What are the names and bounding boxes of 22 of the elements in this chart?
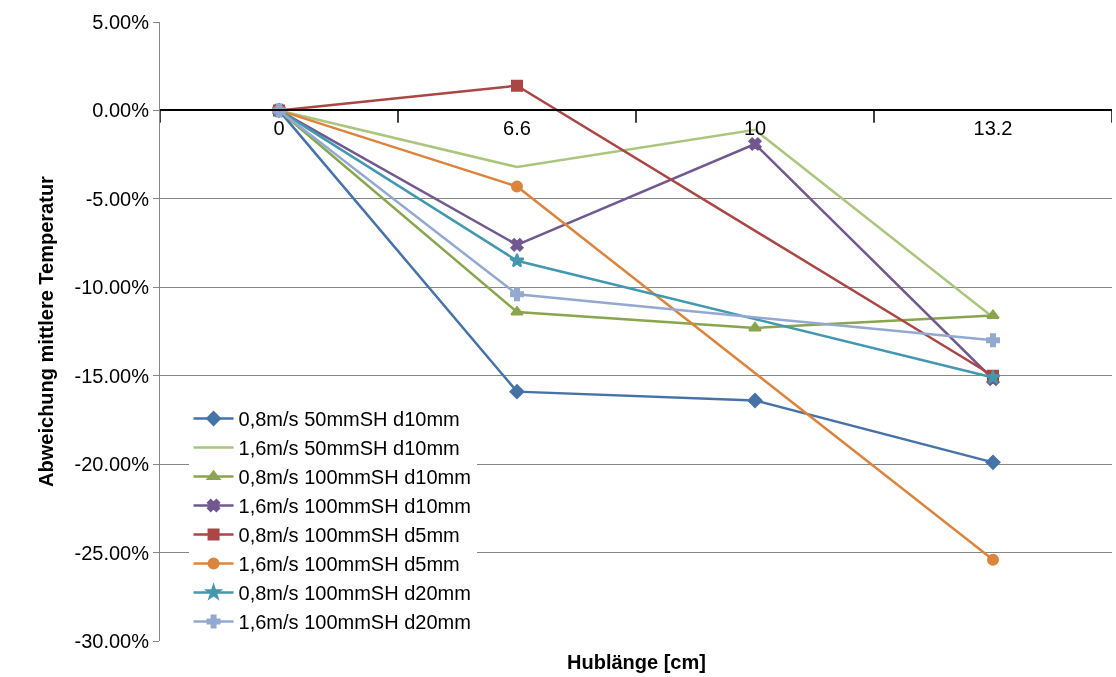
legend-label: 1,6m/s 50mmSH d10mm [238, 437, 460, 460]
y-axis-title: Abweichung mittlere Temperatur [35, 175, 57, 487]
legend-label: 0,8m/s 100mmSH d20mm [238, 582, 471, 605]
legend-label: 1,6m/s 100mmSH d10mm [238, 495, 471, 518]
y-tick-label: -10.00% [74, 276, 150, 299]
legend-label: 0,8m/s 100mmSH d10mm [238, 466, 471, 489]
y-tick-label: -25.00% [74, 541, 150, 564]
y-tick-label: -15.00% [74, 364, 150, 387]
y-tick-label: -20.00% [74, 453, 150, 476]
legend-label: 1,6m/s 100mmSH d20mm [238, 611, 471, 634]
x-tick-label: 13.2 [973, 117, 1013, 140]
y-tick-label: 0.00% [92, 99, 150, 122]
x-tick-label: 10 [743, 117, 767, 140]
x-tick-label: 6.6 [503, 117, 531, 140]
y-tick-label: -5.00% [85, 187, 150, 210]
legend-label: 1,6m/s 100mmSH d5mm [238, 553, 460, 576]
y-tick-label: -30.00% [74, 630, 150, 652]
x-tick-label: 0 [273, 117, 285, 140]
y-tick-label: 5.00% [92, 11, 150, 33]
legend-label: 0,8m/s 50mmSH d10mm [238, 408, 460, 431]
x-axis-title: Hublänge [cm] [567, 651, 706, 673]
legend-label: 0,8m/s 100mmSH d5mm [238, 524, 460, 547]
